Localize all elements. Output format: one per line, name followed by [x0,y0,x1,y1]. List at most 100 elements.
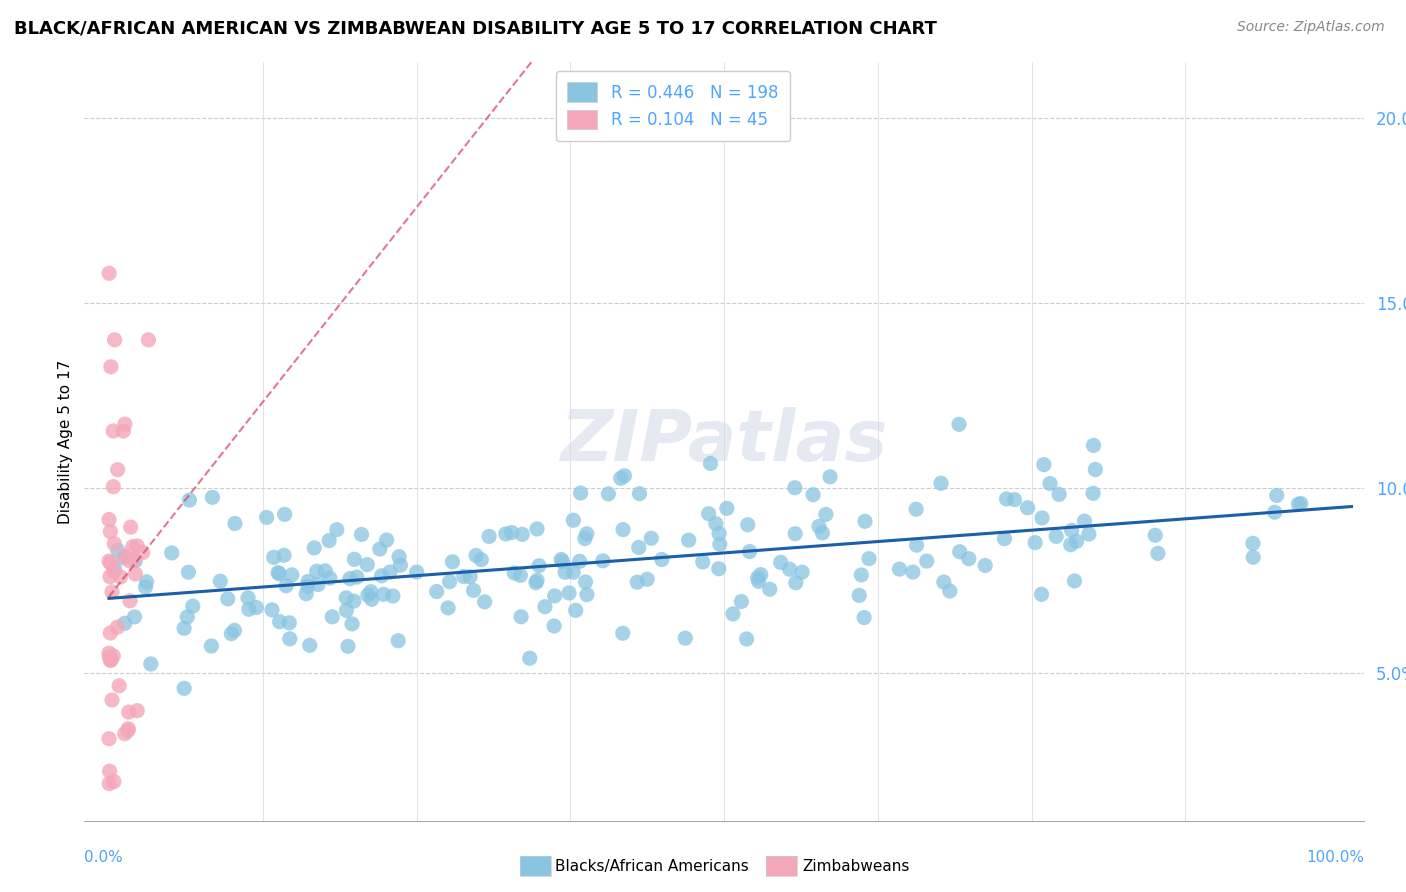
Point [98,570,121,584]
Point [387,633,409,648]
Point [100,653,122,667]
Point [1083,438,1105,452]
Point [574,532,596,546]
Point [574,574,596,589]
Point [117,722,139,736]
Point [269,615,291,629]
Point [524,575,547,590]
Point [357,588,380,602]
Text: 0.0%: 0.0% [84,850,124,865]
Point [568,554,591,568]
Point [626,575,648,590]
Point [995,491,1018,506]
Point [373,587,395,601]
Point [273,508,295,522]
Point [236,591,259,605]
Text: 100.0%: 100.0% [1306,850,1364,865]
Point [343,594,366,608]
Point [697,507,720,521]
Point [558,586,581,600]
Point [122,552,145,566]
Point [1081,486,1104,500]
Text: ZIPatlas: ZIPatlas [561,407,887,476]
Point [114,417,136,432]
Point [224,624,246,638]
Point [974,558,997,573]
Point [256,510,278,524]
Point [651,552,673,566]
Point [526,522,548,536]
Point [948,417,970,432]
Point [135,580,157,594]
Point [103,480,125,494]
Point [360,592,382,607]
Point [107,543,129,558]
Point [298,638,321,652]
Point [905,538,928,552]
Point [297,574,319,589]
Point [101,585,124,599]
Point [801,488,824,502]
Point [612,523,634,537]
Point [1144,528,1167,542]
Point [1073,514,1095,528]
Point [526,574,548,588]
Point [1063,574,1085,588]
Point [98,653,121,667]
Point [127,704,149,718]
Y-axis label: Disability Age 5 to 17: Disability Age 5 to 17 [58,359,73,524]
Text: Zimbabweans: Zimbabweans [803,859,910,873]
Point [370,569,392,583]
Point [783,481,806,495]
Point [785,575,807,590]
Point [818,470,841,484]
Point [297,579,319,593]
Point [245,600,267,615]
Point [543,619,565,633]
Point [173,621,195,635]
Point [314,564,336,578]
Point [104,333,127,347]
Point [1031,511,1053,525]
Point [107,463,129,477]
Point [1031,587,1053,601]
Point [747,571,769,585]
Point [1264,505,1286,519]
Point [368,542,391,557]
Point [785,526,807,541]
Point [478,529,501,543]
Point [179,493,201,508]
Point [562,566,585,580]
Point [104,561,127,575]
Point [612,626,634,640]
Point [609,471,631,485]
Point [458,570,481,584]
Point [98,554,121,568]
Point [905,502,928,516]
Text: Blacks/African Americans: Blacks/African Americans [555,859,749,873]
Point [1066,534,1088,549]
Point [100,556,122,570]
Point [221,626,243,640]
Point [628,486,651,500]
Point [932,575,955,590]
Point [901,565,924,579]
Text: Source: ZipAtlas.com: Source: ZipAtlas.com [1237,20,1385,34]
Point [105,620,128,634]
Point [340,616,363,631]
Point [375,533,398,547]
Point [707,526,730,541]
Point [1024,535,1046,549]
Point [495,527,517,541]
Point [544,589,567,603]
Point [335,591,357,605]
Point [138,333,160,347]
Point [569,486,592,500]
Point [176,610,198,624]
Point [510,527,533,541]
Point [118,705,141,719]
Point [465,549,488,563]
Point [737,517,759,532]
Point [790,565,813,579]
Point [699,457,721,471]
